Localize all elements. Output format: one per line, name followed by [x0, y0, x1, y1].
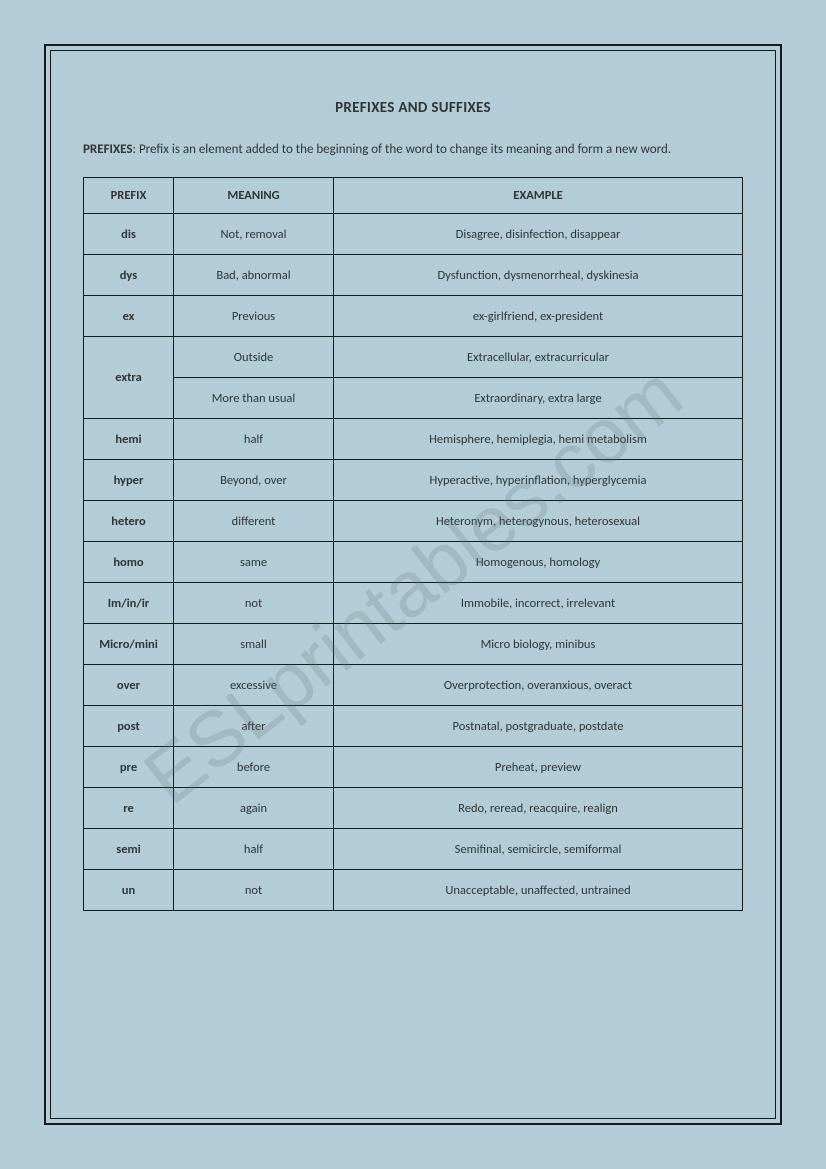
example-cell: Heteronym, heterogynous, heterosexual [334, 501, 743, 542]
prefix-cell: post [84, 706, 174, 747]
table-row: homosameHomogenous, homology [84, 542, 743, 583]
table-row: More than usualExtraordinary, extra larg… [84, 378, 743, 419]
prefix-cell: pre [84, 747, 174, 788]
table-row: extraOutsideExtracellular, extracurricul… [84, 337, 743, 378]
meaning-cell: Not, removal [174, 214, 334, 255]
example-cell: Immobile, incorrect, irrelevant [334, 583, 743, 624]
meaning-cell: More than usual [174, 378, 334, 419]
table-row: prebeforePreheat, preview [84, 747, 743, 788]
meaning-cell: after [174, 706, 334, 747]
table-row: disNot, removalDisagree, disinfection, d… [84, 214, 743, 255]
example-cell: Micro biology, minibus [334, 624, 743, 665]
prefix-cell: Micro/mini [84, 624, 174, 665]
meaning-cell: excessive [174, 665, 334, 706]
prefix-cell: dis [84, 214, 174, 255]
table-row: hemihalfHemisphere, hemiplegia, hemi met… [84, 419, 743, 460]
table-body: disNot, removalDisagree, disinfection, d… [84, 214, 743, 911]
meaning-cell: before [174, 747, 334, 788]
intro-paragraph: PREFIXES: Prefix is an element added to … [83, 139, 743, 161]
example-cell: Hemisphere, hemiplegia, hemi metabolism [334, 419, 743, 460]
intro-label: PREFIXES [83, 142, 133, 157]
prefix-cell: dys [84, 255, 174, 296]
table-row: overexcessiveOverprotection, overanxious… [84, 665, 743, 706]
prefix-cell: homo [84, 542, 174, 583]
prefix-cell: ex [84, 296, 174, 337]
table-row: dysBad, abnormalDysfunction, dysmenorrhe… [84, 255, 743, 296]
example-cell: Extraordinary, extra large [334, 378, 743, 419]
example-cell: Redo, reread, reacquire, realign [334, 788, 743, 829]
meaning-cell: half [174, 419, 334, 460]
intro-text: : Prefix is an element added to the begi… [133, 142, 672, 157]
meaning-cell: not [174, 583, 334, 624]
prefix-cell: over [84, 665, 174, 706]
page-title: PREFIXES AND SUFFIXES [83, 99, 743, 117]
table-row: postafterPostnatal, postgraduate, postda… [84, 706, 743, 747]
table-row: heterodifferentHeteronym, heterogynous, … [84, 501, 743, 542]
meaning-cell: Previous [174, 296, 334, 337]
prefix-cell: extra [84, 337, 174, 419]
inner-border: PREFIXES AND SUFFIXES PREFIXES: Prefix i… [50, 50, 776, 1119]
example-cell: Disagree, disinfection, disappear [334, 214, 743, 255]
example-cell: Hyperactive, hyperinflation, hyperglycem… [334, 460, 743, 501]
example-cell: Postnatal, postgraduate, postdate [334, 706, 743, 747]
meaning-cell: Beyond, over [174, 460, 334, 501]
col-header-meaning: MEANING [174, 178, 334, 214]
table-header-row: PREFIX MEANING EXAMPLE [84, 178, 743, 214]
prefix-cell: semi [84, 829, 174, 870]
prefix-table: PREFIX MEANING EXAMPLE disNot, removalDi… [83, 177, 743, 911]
prefix-cell: re [84, 788, 174, 829]
example-cell: Overprotection, overanxious, overact [334, 665, 743, 706]
meaning-cell: small [174, 624, 334, 665]
meaning-cell: Outside [174, 337, 334, 378]
meaning-cell: half [174, 829, 334, 870]
meaning-cell: Bad, abnormal [174, 255, 334, 296]
prefix-cell: hetero [84, 501, 174, 542]
col-header-example: EXAMPLE [334, 178, 743, 214]
example-cell: ex-girlfriend, ex-president [334, 296, 743, 337]
meaning-cell: not [174, 870, 334, 911]
table-row: unnotUnacceptable, unaffected, untrained [84, 870, 743, 911]
table-row: Im/in/irnotImmobile, incorrect, irreleva… [84, 583, 743, 624]
table-row: Micro/minismallMicro biology, minibus [84, 624, 743, 665]
prefix-cell: Im/in/ir [84, 583, 174, 624]
prefix-cell: un [84, 870, 174, 911]
example-cell: Extracellular, extracurricular [334, 337, 743, 378]
outer-border: PREFIXES AND SUFFIXES PREFIXES: Prefix i… [44, 44, 782, 1125]
prefix-cell: hyper [84, 460, 174, 501]
example-cell: Homogenous, homology [334, 542, 743, 583]
example-cell: Preheat, preview [334, 747, 743, 788]
meaning-cell: different [174, 501, 334, 542]
table-row: exPreviousex-girlfriend, ex-president [84, 296, 743, 337]
prefix-cell: hemi [84, 419, 174, 460]
example-cell: Unacceptable, unaffected, untrained [334, 870, 743, 911]
meaning-cell: same [174, 542, 334, 583]
table-row: semihalfSemifinal, semicircle, semiforma… [84, 829, 743, 870]
col-header-prefix: PREFIX [84, 178, 174, 214]
meaning-cell: again [174, 788, 334, 829]
example-cell: Semifinal, semicircle, semiformal [334, 829, 743, 870]
example-cell: Dysfunction, dysmenorrheal, dyskinesia [334, 255, 743, 296]
table-row: hyperBeyond, overHyperactive, hyperinfla… [84, 460, 743, 501]
table-row: reagainRedo, reread, reacquire, realign [84, 788, 743, 829]
